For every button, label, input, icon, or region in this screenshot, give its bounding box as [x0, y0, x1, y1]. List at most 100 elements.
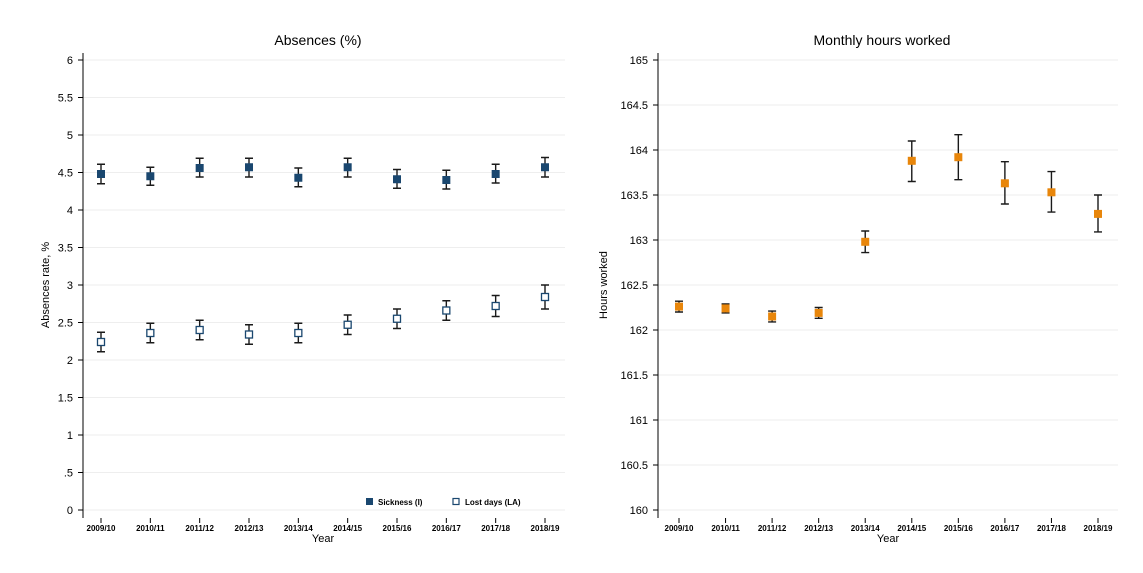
absences-y-tick-label: 3.5: [58, 243, 73, 255]
hours-y-tick-label: 162.5: [620, 280, 648, 292]
absences-x-tick-label: 2018/19: [531, 524, 560, 533]
absences-marker: [343, 320, 352, 329]
legend-sickness-label: Sickness (I): [378, 498, 423, 507]
absences-series-1-point: [195, 319, 204, 341]
hours-series-0-point: [814, 306, 823, 319]
hours-series-0-point: [1047, 170, 1056, 213]
hours-marker: [721, 304, 730, 313]
hours-series-0-point: [721, 303, 730, 314]
absences-series-1-point: [343, 314, 352, 336]
absences-y-tick-label: 5: [67, 130, 73, 142]
hours-series-0-point: [954, 134, 963, 181]
hours-marker: [907, 156, 916, 165]
hours-marker: [1094, 209, 1102, 218]
hours-x-tick-label: 2015/16: [944, 524, 973, 533]
absences-x-tick-label: 2017/18: [481, 524, 510, 533]
legend-lost-days-marker: [452, 497, 460, 506]
hours-series-0-point: [861, 230, 870, 254]
absences-marker: [294, 328, 303, 338]
hours-x-tick-label: 2014/15: [897, 524, 926, 533]
hours-y-tick-label: 164.5: [620, 100, 648, 112]
absences-series-1-point: [392, 308, 402, 330]
hours-chart-title: Monthly hours worked: [814, 32, 951, 48]
absences-series-0-point: [146, 166, 155, 186]
absences-y-tick-label: 2.5: [58, 318, 73, 330]
hours-series-0-point: [1094, 194, 1102, 233]
hours-x-ticks: 2009/10 2010/11 2011/12 2012/13 2013/14 2014/…: [665, 518, 1113, 533]
absences-marker: [541, 163, 549, 172]
absences-x-tick-label: 2011/12: [185, 524, 214, 533]
hours-x-tick-label: 2018/19: [1084, 524, 1113, 533]
hours-marker: [675, 302, 683, 311]
absences-y-tick-label: 2: [67, 355, 73, 367]
absences-y-tick-label: 5.5: [58, 93, 73, 105]
hours-x-tick-label: 2011/12: [758, 524, 787, 533]
absences-marker: [442, 176, 451, 184]
absences-legend: Sickness (I) Lost days (LA): [366, 497, 521, 507]
absences-series-0-point: [491, 163, 500, 184]
hours-series-0-point: [675, 300, 683, 313]
absences-marker: [442, 306, 451, 315]
absences-gridlines: [83, 59, 565, 511]
absences-x-tick-label: 2016/17: [432, 524, 461, 533]
absences-marker: [244, 330, 254, 339]
absences-y-tick-label: 1.5: [58, 393, 73, 405]
hours-series-0-point: [907, 140, 916, 183]
absences-y-tick-label: 1: [67, 430, 73, 442]
hours-marker: [814, 308, 823, 317]
hours-panel: Monthly hours worked Hours worked Year 1…: [598, 32, 1118, 545]
absences-y-tick-label: .5: [64, 468, 73, 480]
absences-x-tick-label: 2009/10: [87, 524, 116, 533]
hours-x-tick-label: 2013/14: [851, 524, 880, 533]
absences-x-tick-label: 2013/14: [284, 524, 313, 533]
absences-y-ticks: 0 .5 1 1.5 2 2.5 3 3.5 4 4.5 5 5.5 6: [58, 55, 83, 517]
absences-series-0-point: [442, 169, 451, 190]
hours-marker: [954, 153, 963, 162]
absences-marker: [343, 163, 352, 172]
hours-marker: [768, 312, 777, 321]
absences-y-tick-label: 6: [67, 55, 73, 67]
absences-y-tick-label: 4: [67, 205, 73, 217]
absences-marks: [96, 156, 550, 353]
absences-series-0-point: [245, 157, 253, 178]
hours-y-tick-label: 160.5: [620, 460, 648, 472]
absences-y-tick-label: 4.5: [58, 168, 73, 180]
hours-x-axis-label: Year: [877, 533, 900, 545]
absences-series-1-point: [491, 294, 500, 318]
absences-marker: [97, 170, 105, 178]
hours-y-tick-label: 161.5: [620, 370, 648, 382]
absences-marker: [146, 328, 155, 338]
absences-series-1-point: [146, 322, 155, 344]
hours-y-tick-label: 161: [630, 415, 648, 427]
hours-series-0-point: [768, 310, 777, 323]
absences-y-tick-label: 0: [67, 505, 73, 517]
hours-marker: [1047, 188, 1056, 197]
hours-y-tick-label: 160: [630, 505, 648, 517]
absences-chart-title: Absences (%): [274, 32, 361, 48]
absences-marker: [392, 314, 402, 323]
hours-x-tick-label: 2012/13: [804, 524, 833, 533]
absences-marker: [491, 301, 500, 311]
hours-y-axis-label: Hours worked: [598, 251, 610, 319]
hours-marker: [861, 237, 870, 246]
hours-y-tick-label: 165: [630, 55, 648, 67]
absences-series-0-point: [294, 167, 303, 188]
hours-marks: [675, 134, 1102, 323]
absences-series-0-point: [195, 157, 204, 178]
absences-marker: [393, 175, 401, 184]
absences-marker: [491, 170, 500, 178]
absences-y-axis-label: Absences rate, %: [40, 242, 52, 328]
hours-y-tick-label: 163.5: [620, 190, 648, 202]
absences-x-tick-label: 2010/11: [136, 524, 165, 533]
absences-marker: [146, 172, 155, 181]
absences-series-0-point: [343, 157, 352, 178]
absences-series-0-point: [97, 163, 105, 185]
hours-x-tick-label: 2016/17: [990, 524, 1019, 533]
hours-gridlines: [658, 59, 1118, 511]
hours-x-tick-label: 2010/11: [711, 524, 740, 533]
absences-series-0-point: [393, 168, 401, 189]
absences-marker: [195, 164, 204, 172]
absences-series-0-point: [541, 156, 549, 178]
hours-y-tick-label: 162: [630, 325, 648, 337]
